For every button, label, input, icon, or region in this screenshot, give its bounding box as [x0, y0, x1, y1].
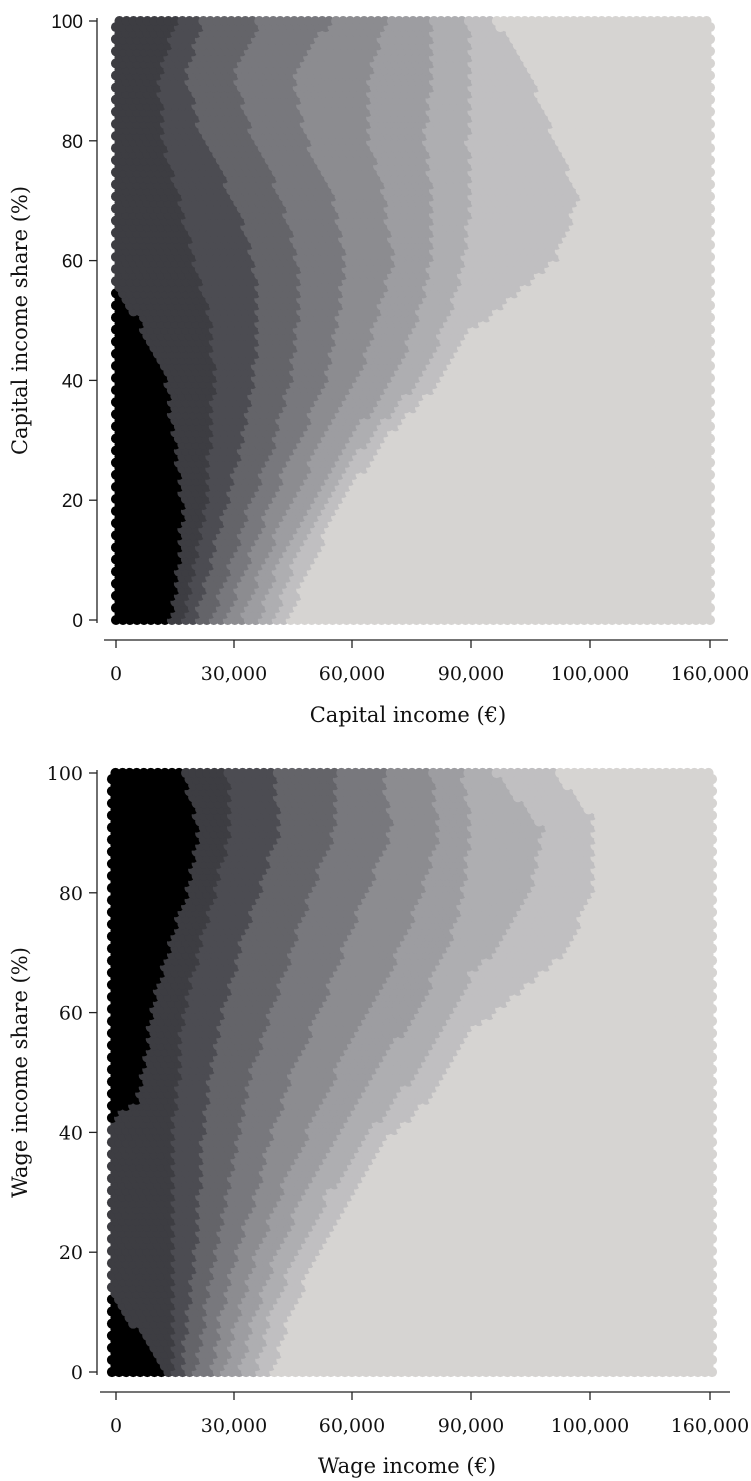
- hex-layer: [110, 15, 716, 626]
